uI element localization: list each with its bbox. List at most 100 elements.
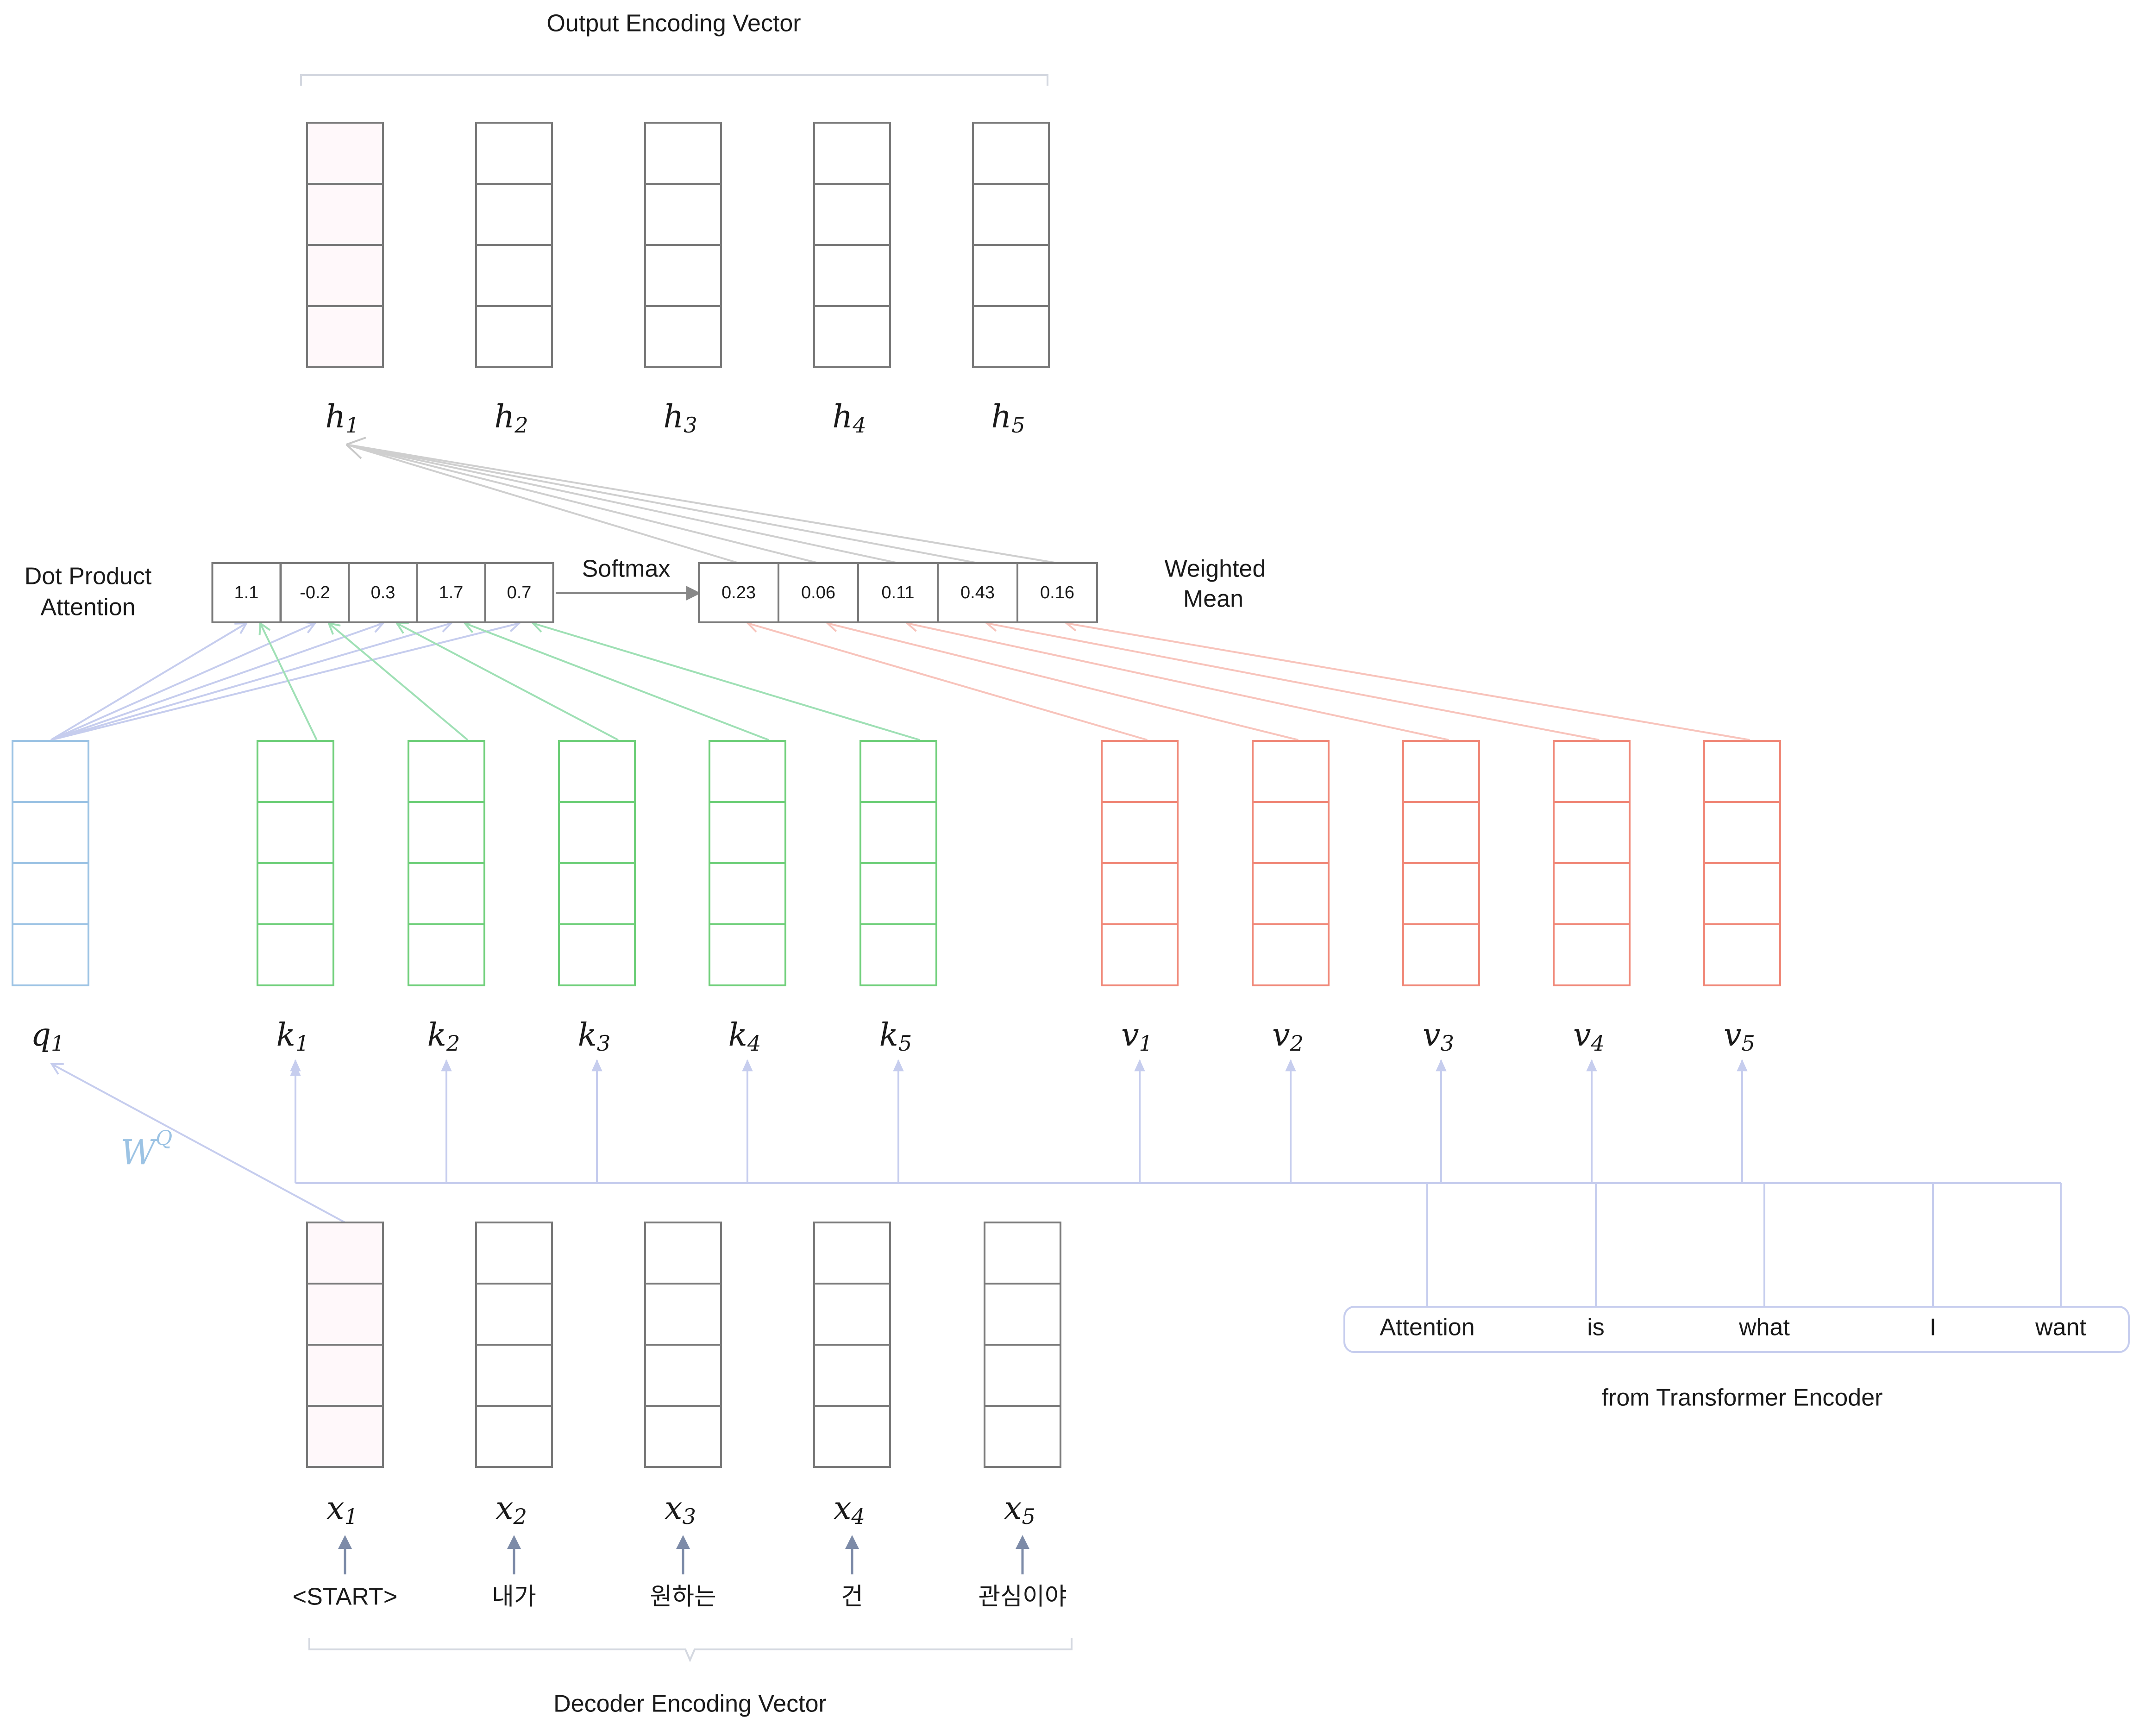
query-to-score-arrow: [50, 621, 317, 741]
vector-cell: [475, 244, 553, 307]
attention-score-value: 0.7: [507, 583, 532, 602]
label-v4: v4: [1573, 1017, 1605, 1056]
label-k1-base: k: [276, 1017, 295, 1053]
vector-cell: [859, 862, 937, 925]
vector-cell: [306, 1283, 384, 1346]
encoder-source-title: from Transformer Encoder: [1602, 1385, 1883, 1411]
key-to-score-arrow: [395, 622, 619, 741]
label-q1-subscript: 1: [51, 1031, 64, 1056]
arrowhead-line: [345, 444, 362, 459]
label-x5-base: x: [1004, 1490, 1022, 1527]
attention-score-cell: [416, 562, 486, 623]
label-k5-subscript: 5: [898, 1031, 912, 1056]
vector-cell: [558, 923, 636, 986]
vector-cell: [1703, 740, 1781, 803]
boxes: [12, 122, 2130, 1468]
vector-cell: [813, 1222, 891, 1285]
weighted-sum-arrow: [346, 444, 978, 564]
vector-cell: [1553, 923, 1631, 986]
key-to-score-arrow: [463, 620, 769, 741]
value-to-weight-arrow: [1064, 618, 1750, 741]
decoder-vector-x4: [813, 1222, 891, 1468]
softmax-weight-cell: [857, 562, 939, 623]
label-q1: q1: [31, 1017, 65, 1056]
label-k4-subscript: 4: [747, 1031, 761, 1056]
vector-cell: [813, 1283, 891, 1346]
label-v2-subscript: 2: [1290, 1031, 1304, 1056]
label-h1: h1: [325, 399, 359, 438]
label-v5: v5: [1724, 1017, 1755, 1056]
query-vector-q1: [12, 740, 89, 986]
dot-product-label: Dot Product: [25, 563, 152, 590]
value-to-weight-arrow: [985, 619, 1600, 741]
vector-cell: [12, 740, 89, 803]
attention-label: Attention: [40, 594, 135, 621]
vector-cell: [1252, 801, 1330, 864]
encoder-token: what: [1738, 1314, 1790, 1341]
encoder-token: is: [1587, 1314, 1605, 1341]
value-vector-v5: [1703, 740, 1781, 986]
label-x4-subscript: 4: [851, 1504, 865, 1529]
softmax-weight-cell: [778, 562, 859, 623]
key-vector-k3: [558, 740, 636, 986]
vector-cell: [475, 183, 553, 246]
label-v4-base: v: [1573, 1017, 1591, 1053]
vector-cell: [813, 305, 891, 368]
value-vector-v4: [1553, 740, 1631, 986]
vector-cell: [1101, 923, 1179, 986]
softmax-weight-cell: [1016, 562, 1098, 623]
vector-cell: [475, 1405, 553, 1468]
label-h2: h2: [494, 399, 528, 438]
vector-cell: [12, 801, 89, 864]
attention-score-cell: [280, 562, 350, 623]
decoder-vector-x3: [644, 1222, 722, 1468]
weighted-sum-arrow: [346, 445, 739, 564]
label-v1: v1: [1121, 1017, 1153, 1056]
label-h1-subscript: 1: [345, 413, 359, 438]
label-x2-base: x: [496, 1490, 513, 1527]
vector-cell: [972, 305, 1050, 368]
vector-cell: [1402, 801, 1480, 864]
label-q1-base: q: [31, 1017, 51, 1053]
attention-score-value: -0.2: [300, 583, 330, 602]
value-to-weight-arrow: [826, 619, 1299, 741]
encoder-token: Attention: [1380, 1314, 1474, 1341]
key-vector-k5: [859, 740, 937, 986]
label-k1-subscript: 1: [295, 1031, 309, 1056]
attention-score-value: 1.1: [234, 583, 259, 602]
decoder-bracket: [308, 1638, 1073, 1663]
vector-cell: [1252, 862, 1330, 925]
label-k4-base: k: [728, 1017, 747, 1053]
label-v1-subscript: 1: [1139, 1031, 1153, 1056]
vector-cell: [1101, 801, 1179, 864]
vector-cell: [12, 862, 89, 925]
key-vector-k1: [257, 740, 334, 986]
wq-superscript: Q: [156, 1127, 172, 1150]
label-v3: v3: [1423, 1017, 1454, 1056]
vector-cell: [1252, 923, 1330, 986]
wq-label: WQ: [120, 1127, 172, 1173]
vector-cell: [408, 923, 485, 986]
vector-cell: [475, 1222, 553, 1285]
vector-cell: [306, 1222, 384, 1285]
vector-cell: [1553, 801, 1631, 864]
vector-cell: [1402, 862, 1480, 925]
softmax-label: Softmax: [582, 556, 671, 583]
vector-cell: [813, 244, 891, 307]
decoder-vector-x2: [475, 1222, 553, 1468]
vector-cell: [813, 122, 891, 185]
label-h3-subscript: 3: [684, 413, 697, 438]
query-to-score-arrow: [50, 619, 521, 741]
vector-cell: [644, 122, 722, 185]
label-h2-base: h: [494, 399, 514, 435]
softmax-weight-row: [698, 562, 1098, 623]
vector-cell: [984, 1344, 1061, 1407]
label-k2: k2: [427, 1017, 460, 1056]
decoder-vector-x1: [306, 1222, 384, 1468]
vector-cell: [1402, 923, 1480, 986]
vector-cell: [257, 862, 334, 925]
vector-cell: [558, 740, 636, 803]
value-to-weight-arrow: [905, 619, 1449, 741]
softmax-weight-value: 0.11: [881, 583, 914, 602]
vector-cell: [644, 305, 722, 368]
